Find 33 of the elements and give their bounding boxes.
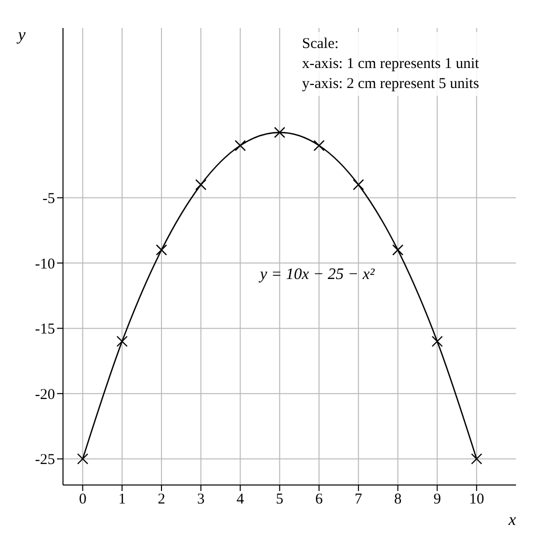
y-tick-label: -15 (35, 322, 55, 338)
y-tick-label: -25 (35, 452, 55, 468)
point (274, 126, 286, 138)
x-axis-title: x (507, 510, 516, 529)
point (313, 140, 325, 152)
x-tick-label: 7 (354, 492, 363, 508)
x-tick-label: 0 (78, 492, 86, 508)
y-axis-title: y (16, 25, 26, 44)
y-tick-label: -10 (35, 256, 55, 272)
point (432, 336, 443, 347)
annotation: y = 10x − 25 − x² (260, 266, 374, 284)
point (234, 140, 246, 152)
y-tick-label: -20 (35, 386, 55, 403)
x-tick-label: 10 (469, 492, 484, 508)
point (471, 453, 482, 464)
annotation: y-axis: 2 cm represent 5 units (302, 75, 480, 94)
x-tick-label: 9 (433, 492, 441, 508)
x-tick-label: 8 (394, 492, 402, 508)
x-tick-label: 5 (276, 492, 284, 508)
point (195, 179, 206, 190)
point (77, 453, 88, 464)
y-tick-label: -5 (42, 191, 55, 208)
x-tick-label: 6 (315, 492, 324, 508)
point (392, 244, 404, 256)
point (352, 179, 364, 190)
x-tick-label: 4 (236, 492, 245, 508)
x-tick-label: 3 (197, 492, 205, 508)
point (156, 244, 168, 256)
x-tick-label: 1 (118, 492, 126, 508)
point (116, 336, 128, 347)
annotation: x-axis: 1 cm represents 1 unit (302, 55, 480, 74)
x-tick-label: 2 (158, 492, 166, 508)
annotation: Scale: (302, 35, 340, 54)
